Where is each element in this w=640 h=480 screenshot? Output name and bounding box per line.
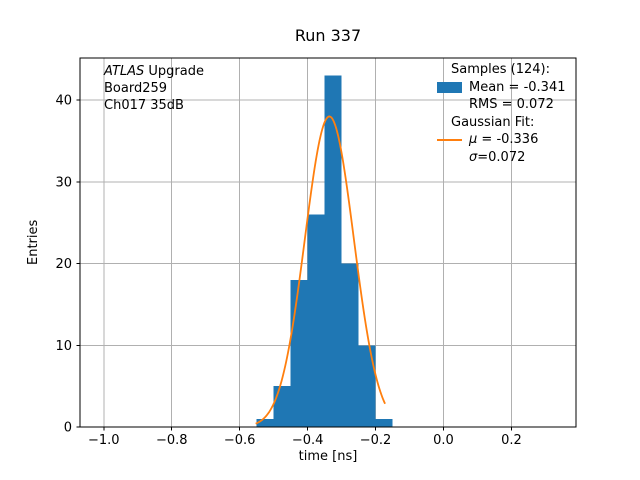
legend-label: Mean = -0.341 xyxy=(469,79,566,95)
x-tick-label: −1.0 xyxy=(88,433,120,448)
y-axis-label: Entries xyxy=(26,219,41,266)
greek-symbol: μ xyxy=(469,132,478,148)
legend-entry: Gaussian Fit: xyxy=(437,114,565,132)
legend-handle xyxy=(437,81,462,93)
legend-entry: RMS = 0.072 xyxy=(437,96,565,114)
legend: Samples (124): Mean = -0.341 RMS = 0.072 Ga… xyxy=(437,61,565,166)
x-tick-label: −0.8 xyxy=(156,433,188,448)
greek-symbol: σ xyxy=(469,149,478,165)
x-tick-label: 0.2 xyxy=(501,433,522,448)
histogram-bar xyxy=(375,418,393,427)
annotation-board: Board259 xyxy=(104,81,168,96)
histogram-bar xyxy=(324,75,342,427)
legend-entry: Mean = -0.341 xyxy=(437,79,565,97)
legend-label: Gaussian Fit: xyxy=(451,114,535,130)
y-tick-label: 10 xyxy=(55,339,72,354)
y-tick-label: 30 xyxy=(55,175,72,190)
legend-entry: μ = -0.336 xyxy=(437,131,565,149)
x-tick-label: 0.0 xyxy=(433,433,454,448)
legend-label: Samples (124): xyxy=(451,62,550,78)
histogram-swatch-icon xyxy=(437,81,462,93)
legend-label: σ=0.072 xyxy=(469,149,526,165)
axes-frame xyxy=(79,57,577,428)
legend-label: μ = -0.336 xyxy=(469,132,539,148)
x-tick-label: −0.2 xyxy=(360,433,392,448)
histogram-bar xyxy=(358,345,376,427)
x-tick-label: −0.6 xyxy=(224,433,256,448)
legend-label: RMS = 0.072 xyxy=(469,97,554,113)
legend-handle xyxy=(437,138,462,141)
annotation-experiment-name: ATLAS xyxy=(104,64,145,79)
histogram-bar xyxy=(290,279,308,427)
y-tick-label: 0 xyxy=(64,421,72,436)
x-tick-label: −0.4 xyxy=(292,433,324,448)
chart-title: Run 337 xyxy=(294,26,362,45)
annotation-box: ATLAS Upgrade Board259 Ch017 35dB xyxy=(104,63,204,114)
histogram-bar xyxy=(341,263,359,427)
histogram-bar xyxy=(307,214,325,427)
annotation-line-1: ATLAS Upgrade xyxy=(104,63,204,80)
x-axis-label: time [ns] xyxy=(298,449,358,464)
y-tick-label: 20 xyxy=(55,257,72,272)
annotation-upgrade-text: Upgrade xyxy=(144,64,204,79)
y-tick-label: 40 xyxy=(55,94,72,109)
legend-entry: σ=0.072 xyxy=(437,149,565,167)
annotation-channel: Ch017 35dB xyxy=(104,98,184,113)
histogram-bar xyxy=(273,386,291,427)
gaussian-fit-curve xyxy=(255,115,386,425)
histogram-bar xyxy=(256,418,274,427)
legend-entry: Samples (124): xyxy=(437,61,565,79)
fit-line-swatch-icon xyxy=(437,138,462,141)
